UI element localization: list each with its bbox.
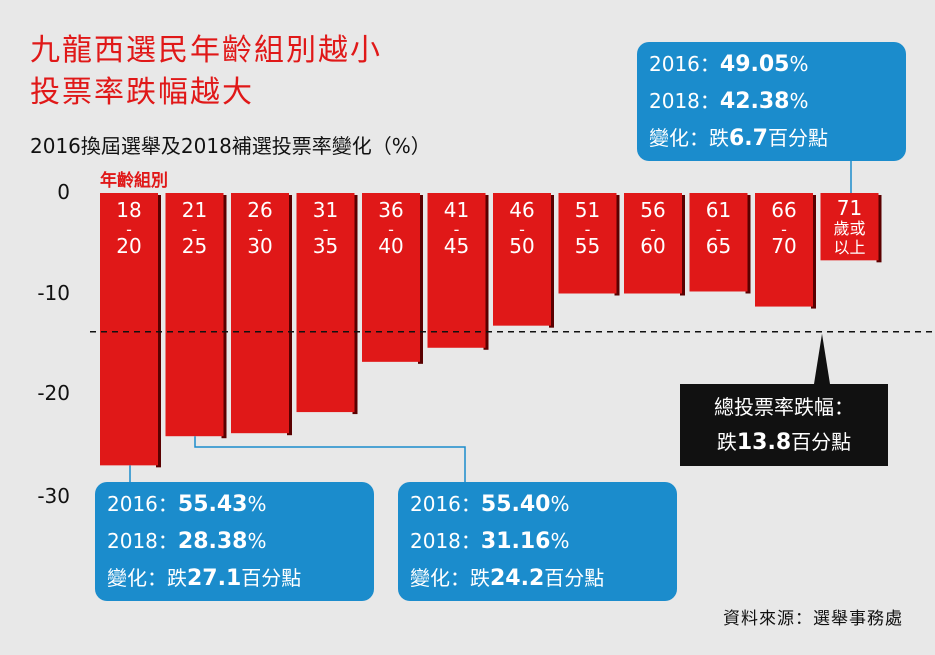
title-line-1: 九龍西選民年齡組別越小 xyxy=(30,33,382,68)
bar-shadow xyxy=(483,195,489,350)
category-label: 21 xyxy=(182,198,207,222)
bar-group-5: 41-45 xyxy=(427,193,489,350)
category-label: 60 xyxy=(640,234,665,258)
bar-group-4: 36-40 xyxy=(362,193,423,364)
bar xyxy=(755,193,813,307)
bar xyxy=(427,193,486,348)
category-label: 以上 xyxy=(833,238,865,257)
category-label: 18 xyxy=(116,198,141,222)
bar xyxy=(165,193,224,437)
bar-group-0: 18-20 xyxy=(100,193,161,468)
bar-shadow xyxy=(287,195,292,436)
category-label: - xyxy=(585,220,591,239)
bar xyxy=(689,193,748,292)
bar-shadow xyxy=(876,195,882,263)
y-tick-0: 0 xyxy=(57,180,70,204)
category-label: - xyxy=(519,220,525,239)
category-label: 30 xyxy=(247,234,272,258)
category-label: - xyxy=(323,220,329,239)
category-label: 56 xyxy=(640,198,665,222)
bar-shadow xyxy=(811,195,816,309)
age-group-label: 年齡組別 xyxy=(100,171,168,191)
category-label: 26 xyxy=(247,198,272,222)
callout-connector-second xyxy=(194,436,466,482)
category-label: - xyxy=(388,220,394,239)
bar-group-6: 46-50 xyxy=(493,193,554,328)
category-label: 51 xyxy=(575,198,600,222)
bar-group-7: 51-55 xyxy=(558,193,620,296)
bar-shadow xyxy=(680,195,685,296)
category-label: 35 xyxy=(313,234,338,258)
category-label: 25 xyxy=(182,234,207,258)
category-label: - xyxy=(716,220,722,239)
y-tick-30: -30 xyxy=(37,484,70,508)
bar-shadow xyxy=(418,195,423,364)
category-label: - xyxy=(781,220,787,239)
y-tick-10: -10 xyxy=(37,281,70,305)
y-tick-20: -20 xyxy=(37,381,70,405)
category-label: 歲或 xyxy=(833,219,865,238)
callout-first-group: 2016：55.43% 2018：28.38% 變化：跌27.1百分點 xyxy=(95,482,374,601)
category-label: 31 xyxy=(313,198,338,222)
callout-second-group: 2016：55.40% 2018：31.16% 變化：跌24.2百分點 xyxy=(398,482,677,601)
bar-group-1: 21-25 xyxy=(165,193,227,439)
bar-shadow xyxy=(221,195,227,439)
category-label: - xyxy=(257,220,263,239)
category-label: 65 xyxy=(706,234,731,258)
bar xyxy=(100,193,158,466)
bar-group-8: 56-60 xyxy=(624,193,685,296)
overall-value: 13.8 xyxy=(736,430,792,455)
category-label: 55 xyxy=(575,234,600,258)
category-label: 61 xyxy=(706,198,731,222)
chart-subtitle: 2016換屆選舉及2018補選投票率變化（%） xyxy=(30,134,431,158)
bar xyxy=(362,193,420,362)
category-label: 36 xyxy=(378,198,403,222)
source-note: 資料來源：選舉事務處 xyxy=(723,609,903,629)
callout-last-group: 2016：49.05% 2018：42.38% 變化：跌6.7百分點 xyxy=(637,42,906,161)
category-label: - xyxy=(454,220,460,239)
bar-shadow xyxy=(614,195,620,296)
bar-group-3: 31-35 xyxy=(296,193,358,415)
bar-shadow xyxy=(745,195,751,294)
bar-group-2: 26-30 xyxy=(231,193,292,436)
category-label: - xyxy=(650,220,656,239)
category-label: - xyxy=(192,220,198,239)
bar xyxy=(820,193,879,261)
category-label: 20 xyxy=(116,234,141,258)
category-label: 71 xyxy=(837,196,862,220)
category-label: - xyxy=(126,220,132,239)
bar xyxy=(231,193,289,434)
category-label: 50 xyxy=(509,234,534,258)
title-line-2: 投票率跌幅越大 xyxy=(30,75,254,110)
bar-group-9: 61-65 xyxy=(689,193,751,294)
bar xyxy=(296,193,355,413)
category-label: 66 xyxy=(771,198,796,222)
bar xyxy=(558,193,617,294)
category-label: 70 xyxy=(771,234,796,258)
dark-box-pointer xyxy=(814,333,830,384)
category-label: 41 xyxy=(444,198,469,222)
category-label: 40 xyxy=(378,234,403,258)
bar-shadow xyxy=(549,195,554,328)
category-label: 46 xyxy=(509,198,534,222)
chart-title: 九龍西選民年齡組別越小 投票率跌幅越大 xyxy=(30,30,382,114)
bar-shadow xyxy=(352,195,358,415)
category-label: 45 xyxy=(444,234,469,258)
bar xyxy=(624,193,682,294)
bar-group-10: 66-70 xyxy=(755,193,816,309)
overall-label: 總投票率跌幅： xyxy=(714,395,854,419)
overall-turnout-drop-box: 總投票率跌幅： 跌13.8百分點 xyxy=(680,384,888,466)
bar xyxy=(493,193,551,326)
